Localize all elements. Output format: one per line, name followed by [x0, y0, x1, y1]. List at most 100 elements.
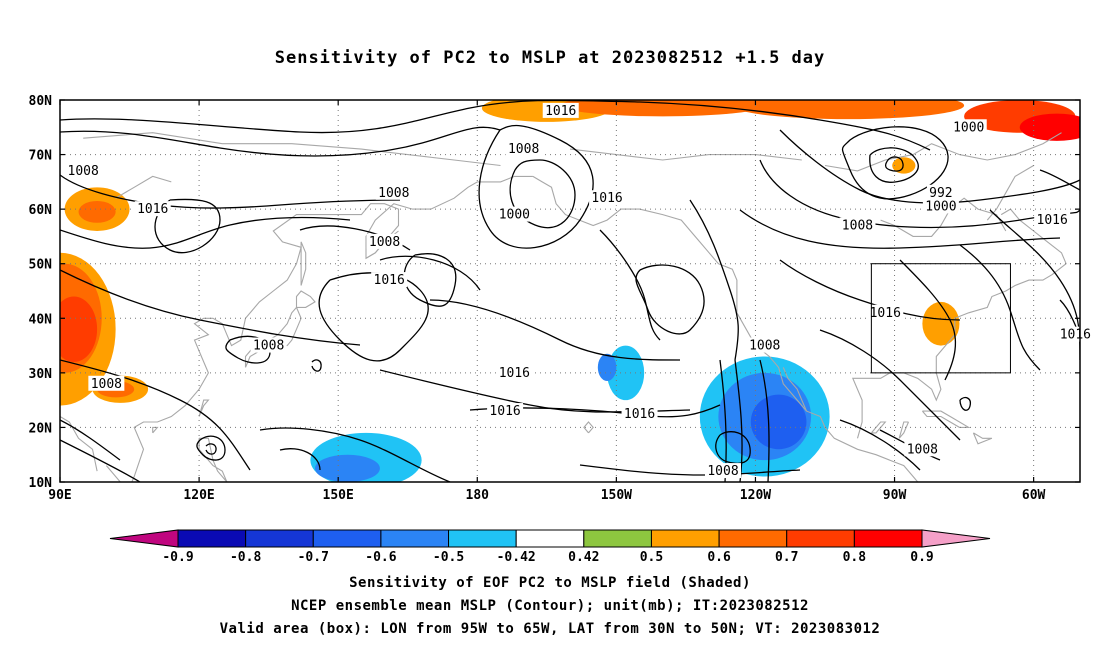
coastline [824, 132, 1062, 172]
mslp-contour-line [959, 396, 971, 411]
sensitivity-patch [597, 353, 617, 382]
contour-label: 1016 [489, 404, 520, 419]
colorbar-swatch [380, 529, 450, 548]
mslp-contour-line [779, 259, 961, 321]
contour-label: 1008 [378, 186, 409, 201]
contour-label-bg [134, 201, 171, 217]
contour-label: 1016 [591, 191, 622, 206]
lon-tick-label: 150W [601, 488, 632, 503]
mslp-contour-labels: 1016100810009921000100810161008100810001… [65, 102, 1094, 479]
contour-label-bg [88, 375, 125, 391]
contour-label: 1000 [499, 208, 530, 223]
coastline [198, 437, 228, 482]
contour-label: 1016 [374, 273, 405, 288]
mslp-contour-line [635, 264, 705, 335]
colorbar-tick-label: 0.42 [568, 550, 599, 565]
lat-tick-label: 40N [29, 312, 53, 327]
lon-tick-label: 120E [183, 488, 214, 503]
mslp-contour-line [196, 435, 226, 461]
colorbar-swatch [786, 529, 855, 548]
colorbar-tick-label: -0.6 [365, 550, 396, 565]
colorbar-tick-label: -0.8 [230, 550, 261, 565]
lon-tick-label: 120W [740, 488, 771, 503]
mslp-contour-line [154, 198, 221, 254]
contour-label-bg [950, 119, 987, 135]
colorbar-tick-label: -0.5 [433, 550, 464, 565]
caption-shading: Sensitivity of EOF PC2 to MSLP field (Sh… [349, 575, 751, 591]
mslp-contour-line [579, 464, 801, 476]
contour-label: 1000 [953, 120, 984, 135]
coastline [569, 148, 802, 161]
coastline [295, 290, 316, 308]
colorbar: -0.9 -0.8 -0.7 -0.6 -0.5 -0.42 0.42 0.5 0.6 0.7 0.… [109, 529, 991, 565]
mslp-contour-line [1039, 169, 1080, 191]
colorbar-swatch [312, 529, 382, 548]
contour-label: 1000 [925, 199, 956, 214]
mslp-contour-line [899, 259, 957, 381]
coastline [851, 208, 1067, 439]
colorbar-swatch [515, 529, 585, 548]
contour-label-bg [621, 405, 658, 421]
gridlines [60, 100, 1080, 482]
lon-tick-label: 60W [1022, 488, 1046, 503]
sensitivity-patch [560, 100, 765, 117]
contour-label: 1008 [907, 442, 938, 457]
valid-area-box [870, 263, 1011, 374]
contour-label-bg [1057, 326, 1094, 342]
mslp-contour-line [60, 174, 401, 209]
sensitivity-patch [78, 200, 116, 223]
lat-tick-label: 20N [29, 421, 53, 436]
contour-label-bg [922, 198, 959, 214]
mslp-contour-line [839, 419, 921, 471]
contour-label-bg [746, 337, 783, 353]
lat-tick-label: 50N [29, 258, 53, 273]
sensitivity-patch [732, 100, 965, 120]
lat-tick-label: 10N [29, 476, 53, 491]
colorbar-swatch [109, 529, 179, 548]
mslp-contour-line [311, 359, 322, 372]
colorbar-swatch [583, 529, 652, 548]
coastline [782, 367, 808, 412]
sensitivity-patch [750, 394, 807, 450]
sensitivity-patch [1019, 113, 1080, 141]
sensitivity-shading [60, 100, 1080, 482]
colorbar-tick-label: 0.9 [910, 550, 933, 565]
contour-label-bg [705, 463, 741, 479]
mslp-contour-line [715, 431, 751, 464]
mslp-contour-line [279, 448, 321, 471]
contour-label-bg [589, 190, 626, 206]
coastline [870, 421, 887, 434]
contour-label-bg [542, 102, 579, 118]
contour-label: 1016 [137, 202, 168, 217]
caption-valid-area: Valid area (box): LON from 95W to 65W, L… [219, 621, 881, 637]
mslp-contour-line [884, 156, 904, 172]
contour-label: 1008 [508, 142, 539, 157]
contour-label: 1008 [68, 164, 99, 179]
coastline [300, 241, 307, 286]
mslp-contour-line [379, 255, 481, 291]
contour-label: 1008 [707, 464, 738, 479]
mslp-contour-line [599, 229, 661, 341]
mslp-contour-line [429, 299, 681, 361]
contour-label-bg [505, 141, 542, 157]
lon-tick-label: 90E [48, 488, 71, 503]
contour-label: 1016 [624, 407, 655, 422]
mslp-contour-line [759, 359, 770, 482]
mslp-contour-line [841, 126, 949, 200]
contour-label-bg [366, 233, 403, 249]
mslp-contour-line [734, 359, 743, 482]
contour-label-bg [839, 217, 876, 233]
colorbar-swatch [718, 529, 788, 548]
coastline [198, 399, 210, 417]
contour-label: 1016 [1060, 328, 1091, 343]
contour-label-bg [867, 304, 904, 320]
lat-tick-label: 70N [29, 149, 53, 164]
chart-title: Sensitivity of PC2 to MSLP at 2023082512… [274, 48, 826, 68]
contour-label-bg [371, 272, 408, 288]
contour-label-bg [1034, 212, 1071, 228]
colorbar-swatch [650, 529, 720, 548]
colorbar-tick-label: -0.7 [298, 550, 329, 565]
lat-tick-label: 30N [29, 367, 53, 382]
colorbar-tick-label: 0.6 [707, 550, 731, 565]
